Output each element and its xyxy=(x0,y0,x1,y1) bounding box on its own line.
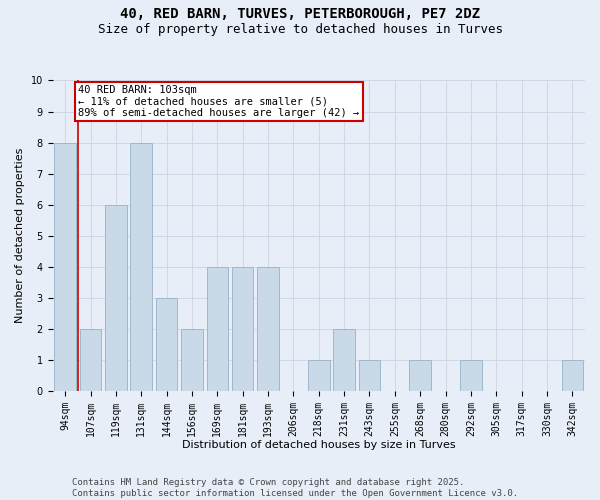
Bar xyxy=(181,329,203,391)
Bar xyxy=(334,329,355,391)
Text: 40, RED BARN, TURVES, PETERBOROUGH, PE7 2DZ: 40, RED BARN, TURVES, PETERBOROUGH, PE7 … xyxy=(120,8,480,22)
Y-axis label: Number of detached properties: Number of detached properties xyxy=(15,148,25,324)
Bar xyxy=(156,298,178,391)
Text: Size of property relative to detached houses in Turves: Size of property relative to detached ho… xyxy=(97,22,503,36)
Bar xyxy=(105,204,127,391)
Bar xyxy=(257,266,279,391)
Bar xyxy=(409,360,431,391)
Bar xyxy=(80,329,101,391)
Bar xyxy=(206,266,228,391)
Text: 40 RED BARN: 103sqm
← 11% of detached houses are smaller (5)
89% of semi-detache: 40 RED BARN: 103sqm ← 11% of detached ho… xyxy=(79,85,359,118)
Bar xyxy=(460,360,482,391)
Bar xyxy=(359,360,380,391)
Text: Contains HM Land Registry data © Crown copyright and database right 2025.
Contai: Contains HM Land Registry data © Crown c… xyxy=(72,478,518,498)
X-axis label: Distribution of detached houses by size in Turves: Distribution of detached houses by size … xyxy=(182,440,455,450)
Bar xyxy=(55,142,76,391)
Bar xyxy=(308,360,329,391)
Bar xyxy=(232,266,253,391)
Bar xyxy=(562,360,583,391)
Bar xyxy=(130,142,152,391)
